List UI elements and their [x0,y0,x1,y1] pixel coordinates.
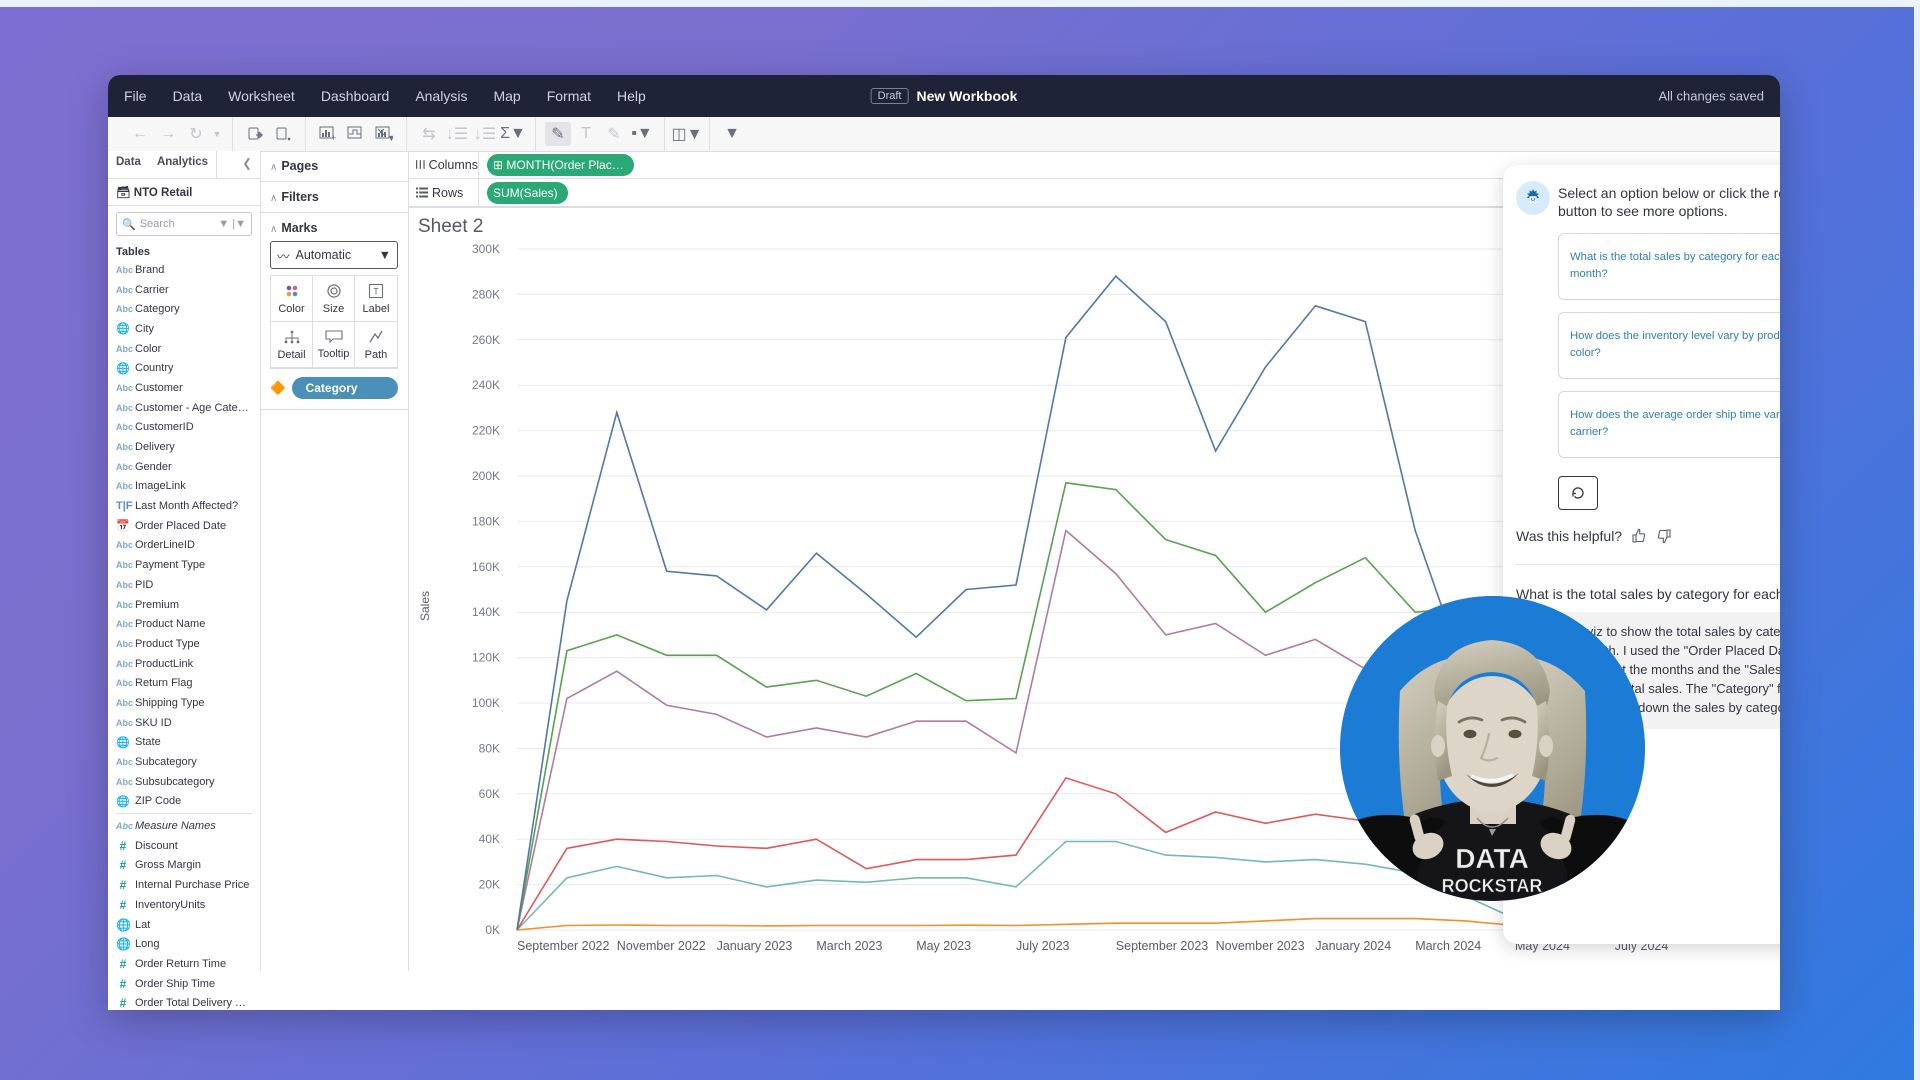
svg-text:May 2023: May 2023 [916,939,971,953]
svg-text:180K: 180K [472,514,500,528]
svg-text:ROCKSTAR: ROCKSTAR [1442,876,1543,896]
svg-text:200K: 200K [472,469,500,483]
svg-text:January 2023: January 2023 [717,939,793,953]
svg-text:240K: 240K [472,378,500,392]
svg-text:+: + [331,133,336,142]
svg-text:September 2023: September 2023 [1116,939,1208,953]
svg-text:260K: 260K [472,333,500,347]
svg-text:140K: 140K [472,605,500,619]
svg-text:0K: 0K [485,923,500,937]
svg-text:March 2024: March 2024 [1415,939,1481,953]
svg-text:November 2022: November 2022 [617,939,706,953]
svg-text:January 2024: January 2024 [1315,939,1391,953]
svg-text:40K: 40K [479,832,500,846]
svg-text:July 2023: July 2023 [1016,939,1070,953]
svg-text:▼: ▼ [387,133,393,142]
svg-text:March 2023: March 2023 [816,939,882,953]
svg-text:20K: 20K [479,878,500,892]
svg-text:60K: 60K [479,787,500,801]
svg-text:120K: 120K [472,651,500,665]
svg-text:DATA: DATA [1455,843,1529,874]
svg-text:80K: 80K [479,741,500,755]
svg-text:100K: 100K [472,696,500,710]
svg-text:September 2022: September 2022 [517,939,609,953]
svg-text:280K: 280K [472,287,500,301]
svg-text:T: T [373,287,379,297]
svg-text:160K: 160K [472,560,500,574]
svg-text:300K: 300K [472,242,500,256]
svg-text:220K: 220K [472,424,500,438]
svg-text:November 2023: November 2023 [1216,939,1305,953]
